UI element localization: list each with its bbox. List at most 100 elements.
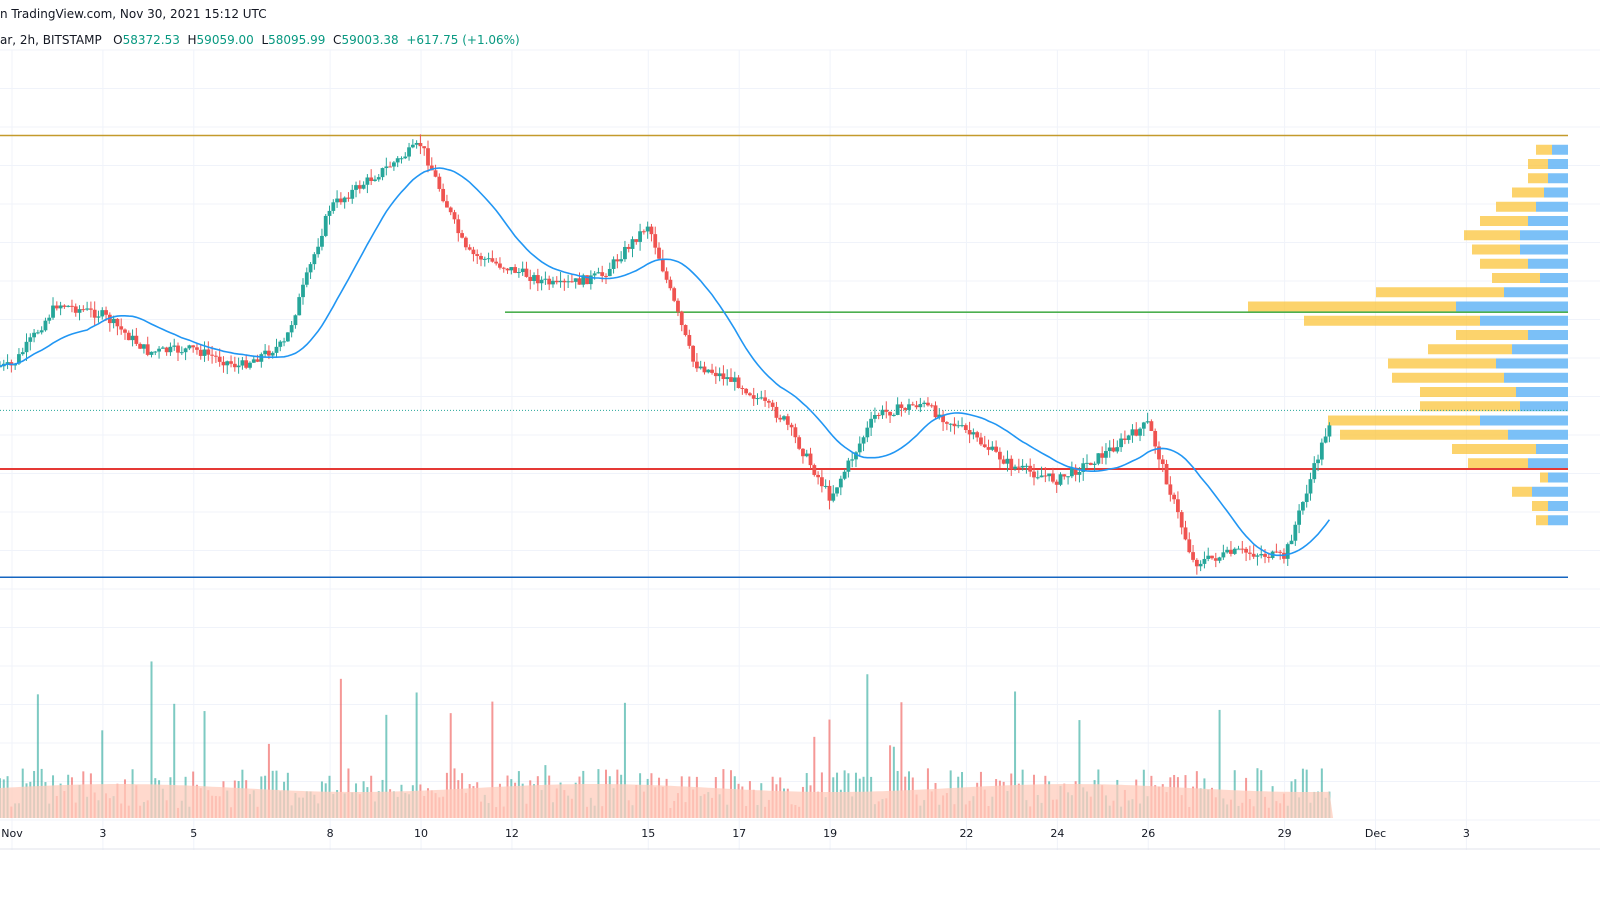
time-tick-label: 29 xyxy=(1278,827,1292,840)
candle-body xyxy=(433,170,438,177)
candle-body xyxy=(5,362,10,364)
candle-body xyxy=(1024,465,1029,467)
candle-body xyxy=(1247,552,1252,554)
candle-body xyxy=(528,276,533,281)
candle-body xyxy=(1263,554,1267,557)
time-axis[interactable]: Nov 3 5 8 10 12 15 17 19 22 24 26 29 Dec 3 xyxy=(0,827,1600,850)
time-tick-label: 15 xyxy=(641,827,655,840)
vp-up-bar xyxy=(1548,159,1568,169)
candle-body xyxy=(191,345,196,348)
candle-body xyxy=(782,416,786,420)
candle-body xyxy=(1047,473,1052,477)
candle-body xyxy=(907,404,911,410)
time-tick-label: 19 xyxy=(823,827,837,840)
candle-body xyxy=(801,448,805,457)
candle-body xyxy=(1157,446,1161,460)
candle-body xyxy=(1168,484,1173,495)
candle-body xyxy=(35,332,40,334)
candle-body xyxy=(585,275,589,285)
candle-body xyxy=(1039,475,1044,478)
vp-down-bar xyxy=(1456,330,1528,340)
candle-body xyxy=(933,405,938,418)
candle-body xyxy=(736,377,741,389)
candle-body xyxy=(963,425,968,431)
candle-body xyxy=(236,365,241,368)
candle-body xyxy=(1266,556,1271,558)
candle-body xyxy=(626,246,631,249)
candle-body xyxy=(179,352,184,354)
vp-down-bar xyxy=(1496,201,1536,212)
candle-body xyxy=(1202,558,1207,564)
vp-up-bar xyxy=(1520,244,1568,255)
time-tick-label: 8 xyxy=(327,827,334,840)
candle-body xyxy=(1160,459,1165,464)
candle-body xyxy=(479,255,483,260)
candle-body xyxy=(138,343,143,349)
candle-body xyxy=(664,271,669,280)
vp-down-bar xyxy=(1420,401,1520,412)
vp-down-bar xyxy=(1248,301,1456,312)
candle-body xyxy=(592,273,597,276)
candle-body xyxy=(357,185,362,189)
candle-body xyxy=(838,478,843,488)
candle-body xyxy=(403,156,408,159)
open-value: 58372.53 xyxy=(122,33,180,47)
candle-body xyxy=(456,219,461,234)
candle-body xyxy=(225,361,230,366)
candle-body xyxy=(1111,447,1116,452)
candle-body xyxy=(1069,467,1074,477)
candle-body xyxy=(1319,442,1324,460)
vp-down-bar xyxy=(1540,472,1548,483)
vp-up-bar xyxy=(1536,444,1568,454)
candle-body xyxy=(657,247,661,259)
vp-up-bar xyxy=(1536,201,1568,212)
volume-bar xyxy=(491,701,494,818)
time-tick-label: 10 xyxy=(414,827,428,840)
candle-body xyxy=(164,347,169,353)
candle-body xyxy=(804,453,809,457)
candle-body xyxy=(445,201,449,208)
vp-up-bar xyxy=(1532,486,1568,497)
candle-body xyxy=(581,275,586,285)
candle-body xyxy=(899,404,904,409)
volume-bar xyxy=(828,719,831,818)
candle-body xyxy=(1126,435,1131,440)
candle-body xyxy=(797,437,802,449)
vp-down-bar xyxy=(1340,429,1508,440)
candle-body xyxy=(713,372,718,377)
vp-up-bar xyxy=(1480,315,1568,326)
vp-up-bar xyxy=(1456,301,1568,312)
candle-body xyxy=(1066,476,1070,478)
candle-body xyxy=(486,258,491,260)
publish-text: n TradingView.com, Nov 30, 2021 15:12 UT… xyxy=(0,7,267,21)
candle-body xyxy=(1301,502,1305,511)
candle-body xyxy=(460,233,464,238)
candle-body xyxy=(43,320,48,331)
candle-body xyxy=(505,268,510,271)
candle-body xyxy=(573,278,578,282)
candle-body xyxy=(463,237,468,248)
candle-body xyxy=(66,305,71,307)
candle-body xyxy=(259,354,264,362)
candle-body xyxy=(1278,551,1283,553)
candle-body xyxy=(100,310,105,317)
candle-body xyxy=(604,275,608,277)
candle-body xyxy=(702,366,707,373)
candle-body xyxy=(744,388,749,394)
candle-body xyxy=(1145,421,1150,423)
candle-body xyxy=(748,393,752,396)
candle-body xyxy=(971,432,976,435)
candle-body xyxy=(149,351,154,355)
candle-body xyxy=(952,423,957,427)
candle-body xyxy=(494,261,499,264)
candlesticks xyxy=(0,134,1332,575)
candle-body xyxy=(577,278,582,285)
candle-body xyxy=(301,284,305,298)
candle-body xyxy=(380,168,385,178)
candle-body xyxy=(926,402,930,406)
candle-body xyxy=(1164,463,1169,485)
candle-body xyxy=(1206,555,1211,559)
candle-body xyxy=(244,360,249,368)
candle-body xyxy=(1001,459,1006,464)
